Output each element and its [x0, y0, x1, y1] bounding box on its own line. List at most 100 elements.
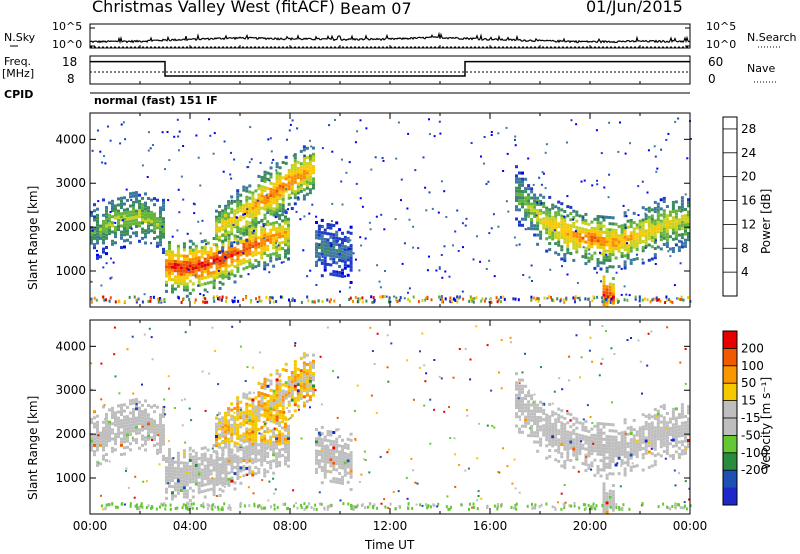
- power-cell: [221, 282, 225, 286]
- power-cell: [168, 274, 171, 278]
- velocity-cell: [245, 402, 249, 406]
- power-cell: [608, 298, 612, 301]
- power-cell: [284, 243, 287, 247]
- velocity-cell: [329, 458, 333, 462]
- power-cell: [287, 251, 290, 255]
- power-cell: [227, 200, 231, 204]
- power-cell: [129, 219, 132, 223]
- velocity-cell: [230, 439, 234, 443]
- power-cell: [302, 172, 306, 176]
- velocity-cell: [176, 461, 180, 465]
- velocity-cell: [346, 456, 350, 460]
- velocity-cell-sparse: [425, 372, 428, 375]
- power-cell: [117, 197, 120, 201]
- power-cell-sparse: [443, 190, 446, 193]
- power-cell: [275, 171, 279, 175]
- power-cell: [614, 231, 618, 235]
- power-cell-clutter: [512, 297, 515, 301]
- power-cell-sparse: [262, 223, 265, 226]
- power-cell: [212, 286, 216, 290]
- velocity-cell: [323, 444, 327, 448]
- power-cell: [182, 245, 186, 249]
- power-cell: [99, 230, 102, 234]
- velocity-cell: [650, 415, 654, 419]
- velocity-cell: [332, 440, 336, 444]
- power-cell: [248, 212, 252, 215]
- velocity-cell: [99, 431, 102, 435]
- velocity-cell: [632, 418, 636, 422]
- velocity-cell-sparse: [90, 388, 93, 391]
- velocity-cell: [168, 478, 171, 482]
- power-cell: [168, 259, 171, 263]
- velocity-cell: [323, 457, 327, 461]
- power-cell: [227, 237, 231, 240]
- velocity-cell: [224, 479, 228, 483]
- power-cell: [299, 189, 303, 193]
- power-cell: [281, 200, 285, 204]
- power-cell: [96, 241, 99, 245]
- power-cell: [108, 219, 111, 223]
- power-cell: [236, 254, 240, 258]
- velocity-cell-sparse: [579, 376, 581, 379]
- velocity-cell-clutter: [220, 508, 223, 511]
- power-cell: [260, 234, 264, 238]
- velocity-cell-clutter: [200, 504, 203, 508]
- power-cell-clutter: [370, 295, 373, 299]
- power-cell: [524, 196, 528, 200]
- power-cell-sparse: [582, 216, 585, 219]
- velocity-cell: [239, 457, 243, 461]
- power-cell: [111, 215, 114, 219]
- velocity-cell: [188, 456, 192, 459]
- velocity-cell-sparse: [521, 371, 524, 374]
- velocity-cell: [182, 449, 186, 453]
- power-cell: [530, 224, 534, 228]
- velocity-cell: [332, 477, 336, 481]
- power-cell: [684, 232, 687, 236]
- velocity-cell: [141, 413, 144, 417]
- velocity-cell: [329, 442, 333, 446]
- velocity-cell: [221, 465, 225, 468]
- power-cell: [581, 218, 585, 222]
- power-cell: [135, 231, 138, 235]
- velocity-cell: [521, 397, 524, 400]
- noise-frame: [89, 23, 691, 49]
- velocity-cell: [674, 416, 678, 420]
- velocity-cell: [560, 440, 564, 443]
- power-cell: [575, 238, 579, 242]
- velocity-cell: [236, 442, 240, 446]
- power-cell: [641, 240, 645, 243]
- velocity-cell: [659, 454, 663, 458]
- power-cell: [218, 274, 222, 278]
- velocity-cell: [608, 489, 612, 493]
- velocity-cell: [542, 424, 546, 428]
- power-cell: [275, 174, 279, 178]
- velocity-cell: [159, 450, 162, 454]
- velocity-cell: [159, 434, 162, 438]
- power-cell-sparse: [223, 140, 226, 143]
- power-cell: [581, 239, 585, 243]
- power-cell: [111, 206, 114, 209]
- power-cell-sparse: [385, 295, 388, 298]
- velocity-cell-clutter: [100, 504, 103, 508]
- velocity-cell: [221, 428, 225, 432]
- power-cell: [114, 232, 117, 235]
- power-cell-sparse: [222, 170, 225, 173]
- velocity-cell: [176, 473, 180, 477]
- velocity-cell: [147, 416, 150, 420]
- power-cell: [602, 261, 606, 265]
- velocity-cell-clutter: [134, 504, 137, 508]
- velocity-cell: [165, 478, 168, 482]
- power-cell: [593, 266, 597, 270]
- power-cell: [611, 301, 615, 305]
- power-cell: [218, 214, 221, 218]
- power-cell: [530, 202, 534, 206]
- power-cell: [159, 206, 162, 210]
- power-cell: [212, 243, 216, 247]
- velocity-cell-sparse: [97, 434, 100, 437]
- velocity-cell: [141, 410, 144, 414]
- velocity-cell: [230, 436, 234, 440]
- power-cell-sparse: [431, 207, 434, 210]
- velocity-cell: [515, 415, 518, 419]
- power-cell: [629, 246, 633, 250]
- power-cell: [335, 261, 339, 265]
